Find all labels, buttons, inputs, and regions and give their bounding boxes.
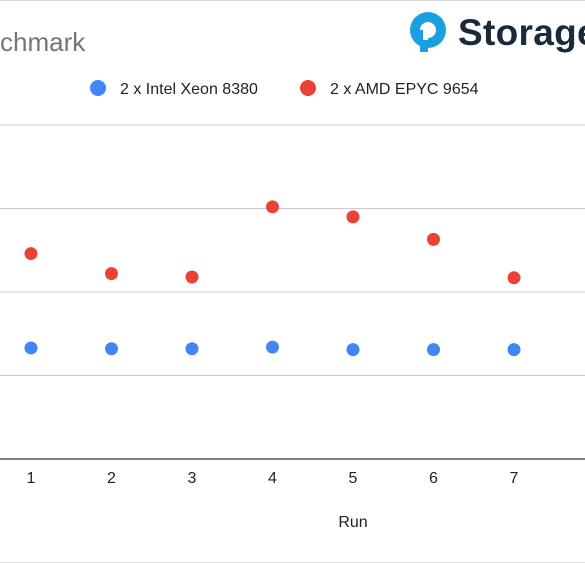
data-point-intel — [24, 341, 38, 355]
storagereview-logo-icon — [410, 12, 446, 52]
legend-marker-intel — [90, 80, 106, 96]
data-point-amd — [427, 232, 440, 246]
data-point-amd — [105, 267, 118, 281]
legend-label-amd: 2 x AMD EPYC 9654 — [330, 81, 479, 98]
data-point-intel — [266, 340, 279, 354]
logo-text: Storage — [458, 12, 585, 53]
data-point-amd — [266, 200, 279, 214]
data-point-amd — [507, 271, 521, 285]
data-point-amd — [346, 210, 360, 224]
data-point-amd — [24, 247, 38, 261]
legend: 2 x Intel Xeon 8380 2 x AMD EPYC 9654 — [90, 80, 479, 98]
x-tick-label: 5 — [349, 470, 358, 487]
x-tick-label: 3 — [188, 470, 197, 487]
gridlines — [0, 124, 585, 376]
x-tick-label: 1 — [27, 470, 36, 487]
data-point-intel — [427, 343, 440, 357]
data-point-intel — [346, 343, 360, 357]
data-point-intel — [507, 343, 521, 357]
data-point-intel — [185, 342, 199, 356]
chart-title: chmark — [0, 27, 86, 57]
data-point-amd — [185, 270, 199, 284]
x-tick-labels: 1 2 3 4 5 6 7 — [27, 470, 519, 487]
storagereview-logo: Storage — [406, 8, 585, 56]
x-tick-label: 6 — [429, 470, 438, 487]
legend-label-intel: 2 x Intel Xeon 8380 — [120, 81, 258, 98]
x-tick-label: 4 — [268, 470, 277, 487]
data-point-intel — [105, 342, 118, 356]
x-tick-label: 7 — [510, 470, 519, 487]
x-axis-title: Run — [338, 514, 367, 531]
legend-marker-amd — [300, 80, 316, 96]
data-points — [24, 200, 521, 357]
x-tick-label: 2 — [107, 470, 116, 487]
